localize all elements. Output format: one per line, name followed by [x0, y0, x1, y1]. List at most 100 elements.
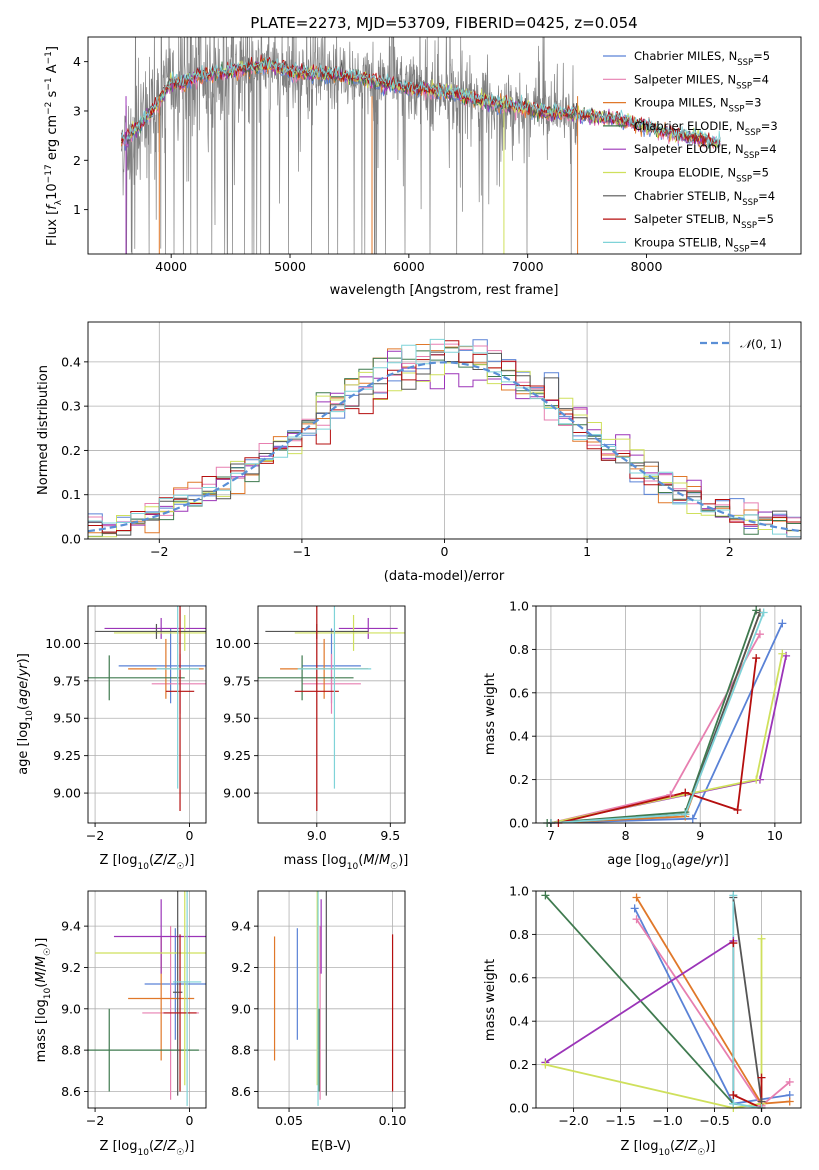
x-tick-label: 8000	[631, 259, 663, 274]
x-axis-label: Z [log10(Z/Z☉)]	[100, 1139, 195, 1158]
legend-entry: Chabrier MILES, NSSP=5	[634, 49, 770, 68]
y-tick-label: 0.2	[61, 443, 81, 458]
x-tick-label: −1.0	[652, 1113, 682, 1128]
y-tick-label: 0.2	[509, 772, 529, 787]
weight-vs-age-frame	[535, 605, 802, 824]
plus-marker	[541, 891, 550, 900]
spectrum-legend: Chabrier MILES, NSSP=5 Salpeter MILES, NS…	[603, 49, 778, 254]
weight-line-salpeter-elodie	[544, 940, 734, 1064]
x-tick-label: 0	[186, 1113, 194, 1128]
spectrum-model-kroupa-stelib	[120, 57, 721, 147]
x-tick-label: 8	[622, 828, 630, 843]
y-axis-label: Flux [fλ10−17 erg cm−2 s−1 A−1]	[44, 46, 64, 246]
y-tick-label: 9.25	[223, 748, 251, 763]
weight-vs-Z-plot-area	[536, 891, 801, 1108]
y-axis-label: mass weight	[483, 959, 498, 1041]
normal-reference-curve	[88, 361, 801, 533]
panel-age-vs-mass: 9.0 9.5 9.00 9.25 9.50 9.75 10.00 mass [log10(M…	[215, 605, 409, 872]
histogram-kroupa-stelib	[88, 338, 801, 538]
legend-entry: Chabrier STELIB, NSSP=4	[634, 189, 775, 208]
mass-vs-EBV-frame	[257, 890, 406, 1109]
panel-age-vs-Z: −2 0 9.00 9.25 9.50 9.75 10.00 Z [log10(Z/Z☉)] a…	[16, 605, 207, 872]
x-tick-label: 0	[186, 828, 194, 843]
y-tick-label: 8.6	[231, 1084, 251, 1099]
legend-entry: Kroupa STELIB, NSSP=4	[634, 235, 766, 254]
y-tick-label: 9.50	[223, 711, 251, 726]
y-tick-label: 4	[73, 54, 81, 69]
weight-line-chabrier-elodie	[544, 894, 734, 1105]
spectrum-frame	[87, 36, 802, 255]
y-tick-label: 9.4	[231, 919, 251, 934]
plus-marker	[785, 1097, 794, 1106]
y-tick-label: 9.75	[223, 673, 251, 688]
y-tick-label: 9.2	[61, 960, 81, 975]
y-tick-label: 9.50	[53, 711, 81, 726]
x-tick-label: 0.05	[275, 1113, 303, 1128]
x-axis-label: (data-model)/error	[384, 569, 505, 584]
x-tick-label: −1.5	[605, 1113, 635, 1128]
plus-marker	[681, 788, 690, 797]
age-vs-mass-plot-area	[258, 606, 405, 823]
plus-marker	[632, 915, 641, 924]
x-tick-label: −2	[150, 544, 168, 559]
plus-marker	[688, 814, 697, 823]
y-tick-label: 0.0	[61, 532, 81, 547]
x-tick-label: 7000	[512, 259, 544, 274]
x-axis-label: Z [log10(Z/Z☉)]	[621, 1139, 716, 1158]
y-tick-label: 10.00	[45, 636, 81, 651]
plus-marker	[541, 1060, 550, 1069]
mass-vs-Z-plot-area	[88, 891, 206, 1108]
plus-marker	[778, 649, 787, 658]
spectrum-plot-area	[120, 37, 721, 254]
x-axis-label: mass [log10(M/M☉)]	[284, 853, 409, 872]
y-tick-label: 9.00	[53, 786, 81, 801]
weight-line-kroupa-miles	[635, 897, 790, 1105]
weight-vs-age-plot-area	[536, 606, 801, 823]
y-tick-label: 0.4	[509, 729, 529, 744]
x-tick-label: 10	[767, 828, 783, 843]
x-tick-label: 9	[696, 828, 704, 843]
y-tick-label: 9.25	[53, 748, 81, 763]
y-tick-label: 9.75	[53, 673, 81, 688]
y-tick-label: 8.8	[61, 1043, 81, 1058]
legend-entry: Salpeter ELODIE, NSSP=4	[634, 142, 777, 161]
x-axis-label: Z [log10(Z/Z☉)]	[100, 853, 195, 872]
y-tick-label: 9.4	[61, 919, 81, 934]
plus-marker	[681, 810, 690, 819]
weight-line-kroupa-miles	[550, 612, 761, 823]
x-axis-label: wavelength [Angstrom, rest frame]	[330, 283, 559, 298]
x-tick-label: 0.0	[752, 1113, 772, 1128]
y-tick-label: 9.2	[231, 960, 251, 975]
y-tick-label: 0.6	[509, 970, 529, 985]
plus-marker	[666, 790, 675, 799]
y-axis-label: Normed distribution	[36, 365, 51, 495]
figure-title: PLATE=2273, MJD=53709, FIBERID=0425, z=0…	[250, 14, 637, 32]
y-tick-label: 9.0	[231, 1001, 251, 1016]
plus-marker	[755, 630, 764, 639]
legend-entry: Kroupa ELODIE, NSSP=5	[634, 166, 769, 185]
plus-marker	[752, 654, 761, 663]
age-vs-mass-frame	[257, 605, 406, 824]
y-tick-label: 0.1	[61, 487, 81, 502]
x-tick-label: 9.5	[380, 828, 400, 843]
y-tick-label: 1.0	[509, 884, 529, 899]
y-tick-label: 0.3	[61, 399, 81, 414]
weight-line-kroupa-stelib	[550, 612, 765, 823]
x-tick-label: 2	[726, 544, 734, 559]
y-tick-label: 8.6	[61, 1084, 81, 1099]
y-tick-label: 9.00	[223, 786, 251, 801]
plus-marker	[757, 1073, 766, 1082]
x-axis-label: E(B-V)	[311, 1139, 351, 1154]
spectrum-model-salpeter-stelib	[120, 54, 721, 147]
x-tick-label: 0	[441, 544, 449, 559]
plus-marker	[729, 891, 738, 900]
y-tick-label: 10.00	[215, 636, 251, 651]
plus-marker	[729, 1099, 738, 1108]
weight-line-chabrier-miles	[633, 907, 790, 1105]
x-tick-label: −2	[86, 828, 104, 843]
y-tick-label: 0.0	[509, 816, 529, 831]
y-tick-label: 0.4	[509, 1014, 529, 1029]
plus-marker	[729, 939, 738, 948]
x-tick-label: −2.0	[558, 1113, 588, 1128]
